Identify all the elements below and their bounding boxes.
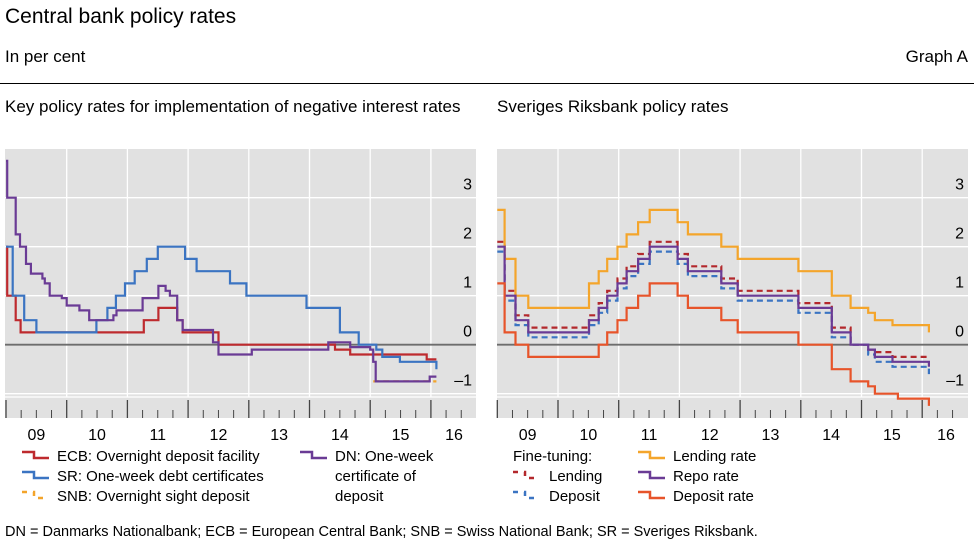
x-tick-label: 15 xyxy=(392,427,410,444)
legend-label-ft-lending: Lending xyxy=(549,468,603,485)
series-line-sr-one-week-debt-certificates xyxy=(6,245,438,370)
x-tick-label: 13 xyxy=(762,427,780,444)
series-line-repo-rate xyxy=(497,245,930,367)
unit-label: In per cent xyxy=(5,47,86,66)
legend-label-snb: SNB: Overnight sight deposit xyxy=(57,488,250,505)
legend-group-fine-tuning: Fine-tuning: xyxy=(513,448,593,465)
x-tick-label: 16 xyxy=(445,427,463,444)
legend-label-deposit-rate: Deposit rate xyxy=(673,488,754,505)
legend-label-dn: DN: One-week certificate of deposit xyxy=(335,448,434,505)
right-panel-title: Sveriges Riksbank policy rates xyxy=(497,97,729,116)
y-tick-label: –1 xyxy=(454,373,472,390)
x-tick-label: 14 xyxy=(331,427,349,444)
legend-swatch-dn xyxy=(300,450,327,460)
x-tick-label: 12 xyxy=(210,427,228,444)
x-tick-label: 09 xyxy=(27,427,45,444)
y-tick-label: 0 xyxy=(463,324,472,341)
left-panel-title: Key policy rates for implementation of n… xyxy=(5,97,461,116)
x-tick-label: 11 xyxy=(149,427,166,444)
legend-swatch-ft-lending xyxy=(513,470,540,480)
y-tick-label: 3 xyxy=(955,177,964,194)
graph-title: Central bank policy rates xyxy=(5,5,237,28)
header-divider xyxy=(0,83,974,84)
y-tick-label: 1 xyxy=(463,275,472,292)
y-tick-label: 2 xyxy=(463,226,472,243)
series-line-lending-rate xyxy=(497,208,930,333)
legend-label-lending-rate: Lending rate xyxy=(673,448,757,465)
x-tick-label: 16 xyxy=(937,427,955,444)
x-tick-label: 11 xyxy=(641,427,658,444)
legend-swatch-deposit-rate xyxy=(638,490,665,500)
x-tick-label: 14 xyxy=(822,427,840,444)
legend-label-sr: SR: One-week debt certificates xyxy=(57,468,264,485)
legend-label-repo-rate: Repo rate xyxy=(673,468,739,485)
x-tick-label: 10 xyxy=(88,427,106,444)
legend-swatch-repo-rate xyxy=(638,470,665,480)
legend-swatch-sr xyxy=(22,470,49,480)
legend-swatch-lending-rate xyxy=(638,450,665,460)
legend-swatch-snb xyxy=(22,490,49,500)
x-tick-label: 09 xyxy=(519,427,537,444)
legend-swatch-ecb xyxy=(22,450,49,460)
legend-label-ft-deposit: Deposit xyxy=(549,488,600,505)
series-line-dn-one-week-certificate-of-deposit xyxy=(6,159,437,383)
legend-label-ecb: ECB: Overnight deposit facility xyxy=(57,448,260,465)
x-tick-label: 12 xyxy=(701,427,719,444)
legend-swatch-ft-deposit xyxy=(513,490,540,500)
graph-id: Graph A xyxy=(905,47,968,66)
y-tick-label: 3 xyxy=(463,177,472,194)
y-tick-label: 2 xyxy=(955,226,964,243)
x-tick-label: 13 xyxy=(270,427,288,444)
footnote: DN = Danmarks Nationalbank; ECB = Europe… xyxy=(5,524,758,540)
x-tick-label: 10 xyxy=(579,427,597,444)
y-tick-label: 0 xyxy=(955,324,964,341)
series-line-deposit-rate xyxy=(497,282,930,406)
y-tick-label: 1 xyxy=(955,275,964,292)
y-tick-label: –1 xyxy=(946,373,964,390)
x-tick-label: 15 xyxy=(883,427,901,444)
